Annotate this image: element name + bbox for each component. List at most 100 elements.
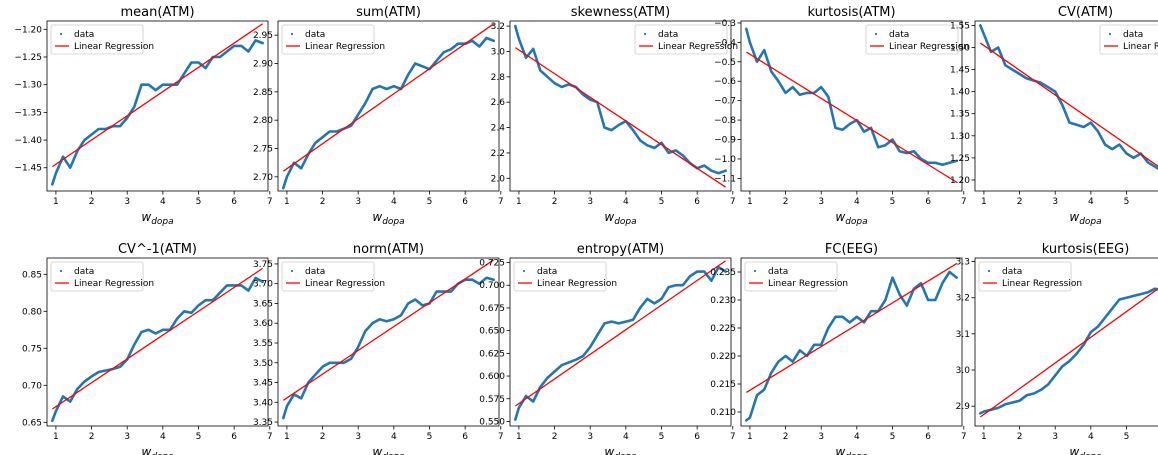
legend-fit-label: Linear Regression (305, 279, 385, 289)
x-tick-label: 7 (961, 432, 967, 442)
axes-frame (509, 20, 732, 192)
plot-area (744, 263, 959, 422)
x-tick-label: 7 (961, 197, 967, 207)
y-tick-label: 2.0 (491, 174, 506, 184)
y-tick-label: 2.85 (253, 88, 273, 98)
x-tick-label: 6 (694, 197, 700, 207)
legend: data Linear Regression (1099, 24, 1158, 55)
x-tick-label: 4 (623, 197, 629, 207)
subplot-4: kurtosis(ATM) 1 2 3 4 5 6 7 −1.1 −1.0 −0.9 −0.8 −0.7… (714, 5, 969, 227)
legend-data-label: data (1123, 30, 1143, 40)
x-tick-label: 3 (818, 197, 824, 207)
legend-data-marker (290, 32, 294, 36)
x-axis-label: wdopa (604, 210, 636, 227)
y-tick-label: 0.575 (479, 395, 505, 405)
legend-data-marker (987, 269, 991, 273)
linear-regression-line (51, 267, 264, 410)
y-tick-label: −1.0 (714, 155, 736, 165)
x-tick-label: 2 (89, 197, 95, 207)
y-tick-label: 0.675 (479, 304, 505, 314)
legend-data-label: data (889, 30, 909, 40)
legend-data-marker (59, 269, 63, 273)
x-axis-label-subscript: dopa (845, 452, 867, 455)
axes-frame (277, 20, 500, 192)
x-tick-label: 5 (1124, 197, 1130, 207)
y-tick-label: 0.650 (479, 327, 505, 337)
axes-frame (974, 20, 1158, 192)
x-tick-label: 6 (462, 197, 468, 207)
x-axis-label: wdopa (835, 445, 867, 455)
y-tick-label: 0.70 (22, 381, 42, 391)
subplot-7: norm(ATM) 1 2 3 4 5 6 7 3.35 3.40 3.45 3.50 3.55 3.60… (253, 242, 504, 455)
data-series-line (744, 270, 959, 422)
x-tick-label: 3 (124, 432, 130, 442)
linear-regression-line (51, 23, 264, 168)
y-tick-label: 3.50 (253, 359, 273, 369)
x-tick-label: 7 (498, 432, 504, 442)
plot-area (50, 23, 265, 186)
legend-fit-label: Linear Regression (658, 42, 738, 52)
x-tick-label: 1 (981, 432, 987, 442)
y-tick-label: 0.75 (22, 344, 42, 354)
y-tick-label: −1.30 (14, 81, 42, 91)
subplot-title: FC(EEG) (825, 242, 878, 257)
y-tick-label: 0.225 (710, 324, 736, 334)
y-tick-label: 3.70 (253, 280, 273, 290)
data-series-line (50, 39, 265, 186)
legend: data Linear Regression (513, 261, 617, 292)
legend-data-marker (874, 32, 878, 36)
x-axis-label: wdopa (141, 210, 173, 227)
y-tick-label: 0.80 (22, 307, 42, 317)
x-axis-label: wdopa (141, 445, 173, 455)
x-tick-label: 6 (925, 432, 931, 442)
x-tick-label: 2 (320, 432, 326, 442)
legend-data-label: data (537, 267, 557, 277)
subplot-title: CV(ATM) (1058, 5, 1113, 20)
legend-fit-label: Linear Regression (74, 42, 154, 52)
axes-frame (46, 257, 269, 427)
legend-data-label: data (74, 267, 94, 277)
data-series-line (978, 24, 1158, 171)
subplot-6: CV^-1(ATM) 1 2 3 4 5 6 7 0.65 0.70 0.75 0.80 0.85 wdo… (22, 242, 273, 455)
x-tick-label: 4 (391, 432, 397, 442)
y-tick-label: 2.95 (253, 31, 273, 41)
x-tick-label: 2 (89, 432, 95, 442)
y-tick-label: −0.6 (714, 77, 736, 87)
y-tick-label: 0.235 (710, 268, 736, 278)
x-tick-label: 5 (196, 197, 202, 207)
plot-area (281, 259, 496, 420)
axes-frame (974, 257, 1158, 427)
y-tick-label: 2.70 (253, 173, 273, 183)
x-axis-label-subscript: dopa (614, 452, 636, 455)
x-tick-label: 4 (1088, 432, 1094, 442)
y-tick-label: 1.55 (950, 21, 970, 31)
x-tick-label: 3 (355, 432, 361, 442)
plot-area (744, 27, 959, 183)
x-axis-label-subscript: dopa (1079, 452, 1101, 455)
legend: data Linear Regression (50, 24, 154, 55)
legend-data-marker (290, 269, 294, 273)
legend-frame (513, 261, 607, 292)
x-tick-label: 4 (623, 432, 629, 442)
x-tick-label: 1 (284, 197, 290, 207)
x-tick-label: 5 (659, 197, 665, 207)
y-tick-label: −0.3 (714, 19, 736, 29)
x-tick-label: 3 (587, 197, 593, 207)
y-tick-label: −0.9 (714, 136, 736, 146)
plot-area (281, 23, 496, 190)
legend: data Linear Regression (281, 261, 385, 292)
y-tick-label: 1.50 (950, 43, 970, 53)
y-tick-label: 3.2 (956, 294, 970, 304)
x-axis-label-subscript: dopa (382, 217, 404, 227)
x-axis-label: wdopa (835, 210, 867, 227)
x-tick-label: 1 (53, 197, 59, 207)
x-tick-label: 3 (587, 432, 593, 442)
x-axis-label-subscript: dopa (1079, 217, 1101, 227)
data-series-line (50, 276, 265, 423)
y-tick-label: 3.0 (956, 366, 971, 376)
legend-fit-label: Linear Regression (1002, 279, 1082, 289)
x-axis-label-subscript: dopa (382, 452, 404, 455)
linear-regression-line (514, 47, 727, 188)
subplot-title: norm(ATM) (353, 242, 424, 257)
y-tick-label: 0.700 (479, 281, 505, 291)
